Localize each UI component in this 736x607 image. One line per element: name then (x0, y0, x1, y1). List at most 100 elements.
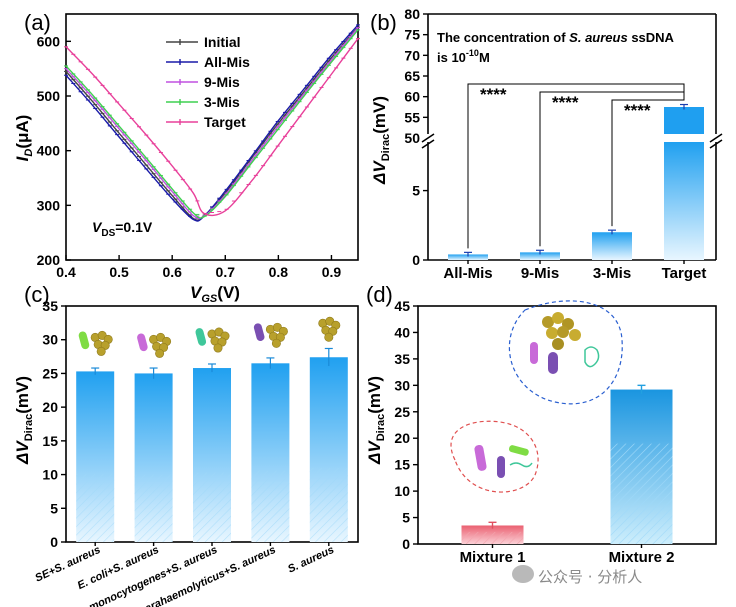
panel-b-bar (520, 252, 560, 260)
panel-a-y-tick-label: 200 (37, 252, 61, 268)
panel-b-y-tick-label: 0 (412, 252, 420, 268)
panel-b-significance-bracket (539, 91, 685, 247)
panel-b-significance-label: **** (552, 93, 579, 112)
panel-c-y-tick-label: 15 (42, 433, 58, 449)
panel-b-x-tick-label: Target (662, 265, 707, 282)
panel-c-aureus-cell (213, 343, 223, 353)
panel-b-bar-lower (664, 142, 704, 260)
panel-d-bar-chart: 0 5 10 15 20 25 30 35 40 45 Mixture 1 Mixture 2 ΔV… (365, 298, 717, 566)
panel-b-title-line1: The concentration of S. aureus ssDNA (437, 30, 675, 45)
panel-b-y-tick-label: 5 (412, 183, 420, 199)
panel-b-x-tick-label: All-Mis (443, 265, 492, 282)
panel-b-y-tick-label: 80 (404, 6, 420, 22)
watermark-text: 公众号 · 分析人 (538, 568, 643, 586)
panel-c-bar-hatch (309, 468, 348, 542)
panel-label-a: (a) (24, 10, 51, 35)
panel-d-y-tick-label: 10 (394, 483, 410, 499)
panel-c-y-tick-label: 0 (50, 534, 58, 550)
panel-label-d: (d) (366, 282, 393, 307)
panel-b-bar (592, 232, 632, 260)
panel-d-y-tick-label: 5 (402, 510, 410, 526)
panel-a-x-title: VGS(V) (190, 283, 240, 305)
panel-b-significance-bracket (611, 99, 685, 227)
panel-a-x-tick-label: 0.7 (216, 264, 236, 280)
panel-b-y-tick-label: 60 (404, 89, 420, 105)
panel-a-legend-label: 3-Mis (204, 94, 240, 110)
panel-a-y-tick-label: 600 (37, 33, 61, 49)
panel-c-aureus-cell (324, 332, 334, 342)
panel-b-y-tick-label: 50 (404, 130, 420, 146)
panel-d-y-tick-label: 45 (394, 298, 410, 314)
panel-c-x-tick-label: S. aureus (286, 544, 336, 576)
panel-a-x-tick-label: 0.5 (109, 264, 129, 280)
panel-d-y-tick-label: 0 (402, 536, 410, 552)
panel-c-y-tick-label: 5 (50, 500, 58, 516)
panel-a-legend-label: Target (204, 114, 246, 130)
panel-b-significance-label: **** (480, 85, 507, 104)
panel-d-y-tick-label: 25 (394, 404, 410, 420)
panel-a-legend-label: All-Mis (204, 54, 250, 70)
panel-b-significance-label: **** (624, 101, 651, 120)
panel-a-line-chart: 0.4 0.5 0.6 0.7 0.8 0.9 200 300 400 500 600 Initi… (13, 13, 360, 305)
panel-d-y-tick-label: 40 (394, 324, 410, 340)
panel-a-y-tick-label: 500 (37, 88, 61, 104)
panel-label-b: (b) (370, 10, 397, 35)
panel-a-x-tick-label: 0.9 (322, 264, 342, 280)
panel-a-x-tick-label: 0.8 (269, 264, 289, 280)
panel-b-x-tick-label: 9-Mis (521, 265, 559, 282)
panel-c-bar-hatch (251, 470, 290, 542)
panel-b-y-title: ΔVDirac(mV) (370, 96, 392, 185)
panel-b-y-tick-label: 75 (404, 27, 420, 43)
panel-d-y-tick-label: 15 (394, 457, 410, 473)
panel-c-y-tick-label: 10 (42, 467, 58, 483)
panel-b-y-tick-label: 70 (404, 47, 420, 63)
panel-d-y-tick-label: 35 (394, 351, 410, 367)
panel-d-y-tick-label: 20 (394, 430, 410, 446)
panel-a-x-tick-label: 0.4 (56, 264, 76, 280)
panel-b-bar (448, 254, 488, 260)
panel-c-y-title: ΔVDirac(mV) (13, 376, 35, 465)
panel-b-bar-chart: 50 55 60 65 70 75 80 0 5 All-Mis 9-Mis 3-Mis Target… (370, 6, 724, 282)
panel-c-bar-hatch (76, 473, 115, 542)
panel-c-bacterium-icon (253, 323, 265, 342)
panel-d-frame (417, 305, 717, 545)
panel-a-x-tick-label: 0.6 (162, 264, 182, 280)
panel-c-bacterium-icon (78, 331, 90, 350)
panel-d-y-title: ΔVDirac(mV) (365, 376, 387, 465)
panel-b-x-tick-label: 3-Mis (593, 265, 631, 282)
panel-c-aureus-cell (96, 346, 106, 356)
panel-c-y-tick-label: 30 (42, 332, 58, 348)
panel-a-y-tick-label: 300 (37, 197, 61, 213)
panel-a-frame (65, 13, 359, 261)
panel-label-c: (c) (24, 282, 50, 307)
panel-c-bar-hatch (193, 472, 231, 542)
panel-c-aureus-cell (271, 338, 281, 348)
panel-c-y-tick-label: 20 (42, 399, 58, 415)
panel-d-mixture-illustrations (450, 300, 623, 493)
panel-c-y-tick-label: 35 (42, 298, 58, 314)
panel-c-y-tick-label: 25 (42, 365, 58, 381)
panel-c-aureus-cell (155, 348, 165, 358)
panel-a-series-line (65, 29, 359, 219)
panel-a-y-tick-label: 400 (37, 143, 61, 159)
panel-d-x-tick-label: Mixture 1 (460, 549, 526, 566)
panel-d-y-tick-label: 30 (394, 377, 410, 393)
wechat-icon (512, 565, 534, 583)
panel-a-y-title: ID(μA) (13, 115, 35, 162)
panel-d-x-tick-label: Mixture 2 (609, 549, 675, 566)
panel-a-legend-label: Initial (204, 34, 241, 50)
panel-c-bacteria-illustrations (78, 316, 341, 358)
panel-c-bacterium-icon (137, 333, 148, 352)
panel-b-title-line2: is 10-10M (437, 48, 490, 65)
panel-b-y-tick-label: 55 (404, 109, 420, 125)
panel-d-bar-hatch (610, 443, 673, 544)
panel-b-bar-upper (664, 107, 704, 138)
panel-a-annotation: VDS=0.1V (92, 219, 153, 239)
panel-c-bar-hatch (134, 474, 173, 542)
panel-a-legend-label: 9-Mis (204, 74, 240, 90)
panel-d-bar-hatch (461, 531, 524, 544)
panel-b-y-tick-label: 65 (404, 68, 420, 84)
panel-c-bacterium-icon (195, 328, 207, 346)
